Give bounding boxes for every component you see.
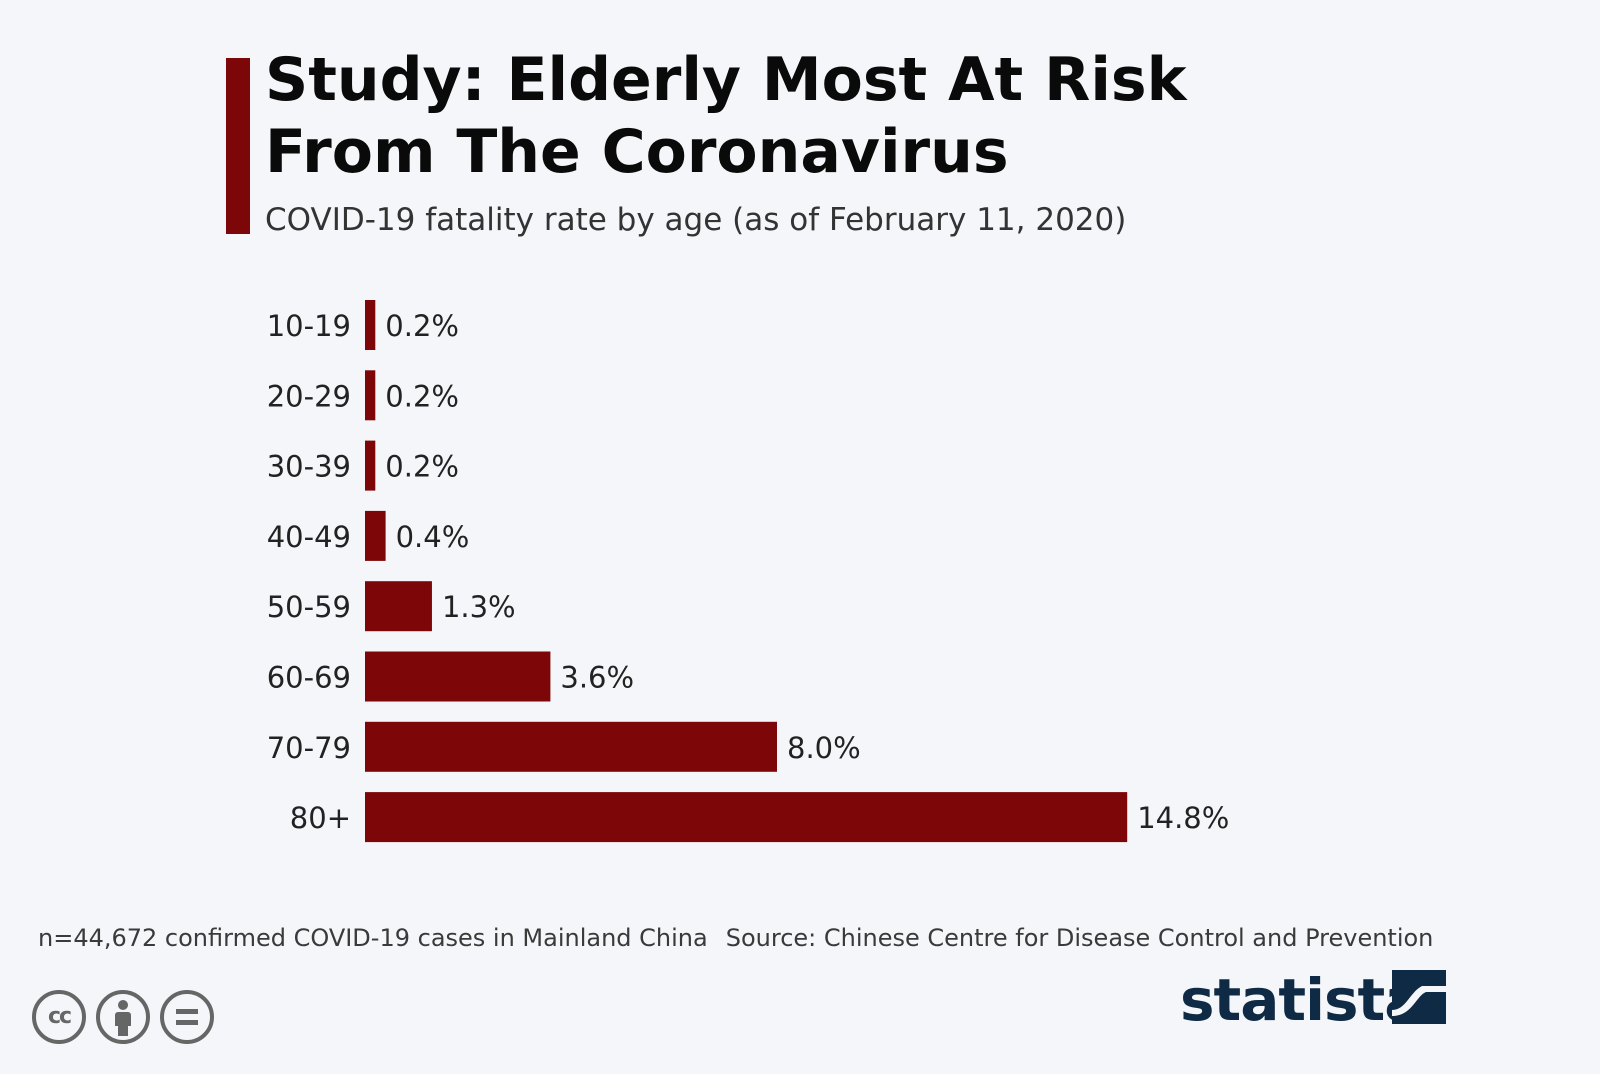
bar <box>365 651 551 702</box>
bar <box>365 370 376 421</box>
value-label: 3.6% <box>560 661 634 695</box>
value-label: 0.4% <box>396 520 470 554</box>
bar <box>365 440 376 491</box>
statista-logo-icon <box>1392 970 1446 1024</box>
brand-name: statista <box>1180 966 1423 1034</box>
category-label: 50-59 <box>267 590 351 624</box>
bar-chart: 10-19 0.2% 20-29 0.2% 30-39 0.2% 40-49 0.4% 50-5… <box>267 300 1229 843</box>
footnote: n=44,672 confirmed COVID-19 cases in Mai… <box>38 922 1433 954</box>
bar <box>365 510 386 561</box>
bar <box>365 792 1128 843</box>
value-label: 8.0% <box>787 731 861 765</box>
title-line-2: From The Coronavirus <box>265 117 1009 187</box>
value-label: 0.2% <box>385 379 459 413</box>
bar <box>365 721 777 772</box>
category-label: 80+ <box>290 801 351 835</box>
value-label: 14.8% <box>1137 801 1229 835</box>
bar <box>365 300 376 350</box>
category-label: 60-69 <box>267 661 351 695</box>
value-label: 1.3% <box>442 590 516 624</box>
chart-title: Study: Elderly Most At Risk From The Cor… <box>265 44 1265 188</box>
attribution-icon <box>96 990 150 1044</box>
category-label: 10-19 <box>267 309 351 343</box>
no-derivatives-icon <box>160 990 214 1044</box>
value-label: 0.2% <box>385 309 459 343</box>
bar <box>365 581 432 632</box>
chart-subtitle: COVID-19 fatality rate by age (as of Feb… <box>265 202 1127 238</box>
category-label: 30-39 <box>267 450 351 484</box>
value-label: 0.2% <box>385 450 459 484</box>
sample-note: n=44,672 confirmed COVID-19 cases in Mai… <box>38 924 708 952</box>
category-label: 40-49 <box>267 520 351 554</box>
source-note: Source: Chinese Centre for Disease Contr… <box>725 924 1434 952</box>
cc-icon: cc <box>32 990 86 1044</box>
category-label: 70-79 <box>267 731 351 765</box>
category-label: 20-29 <box>267 379 351 413</box>
title-line-1: Study: Elderly Most At Risk <box>265 45 1187 115</box>
title-accent-bar <box>226 58 250 234</box>
